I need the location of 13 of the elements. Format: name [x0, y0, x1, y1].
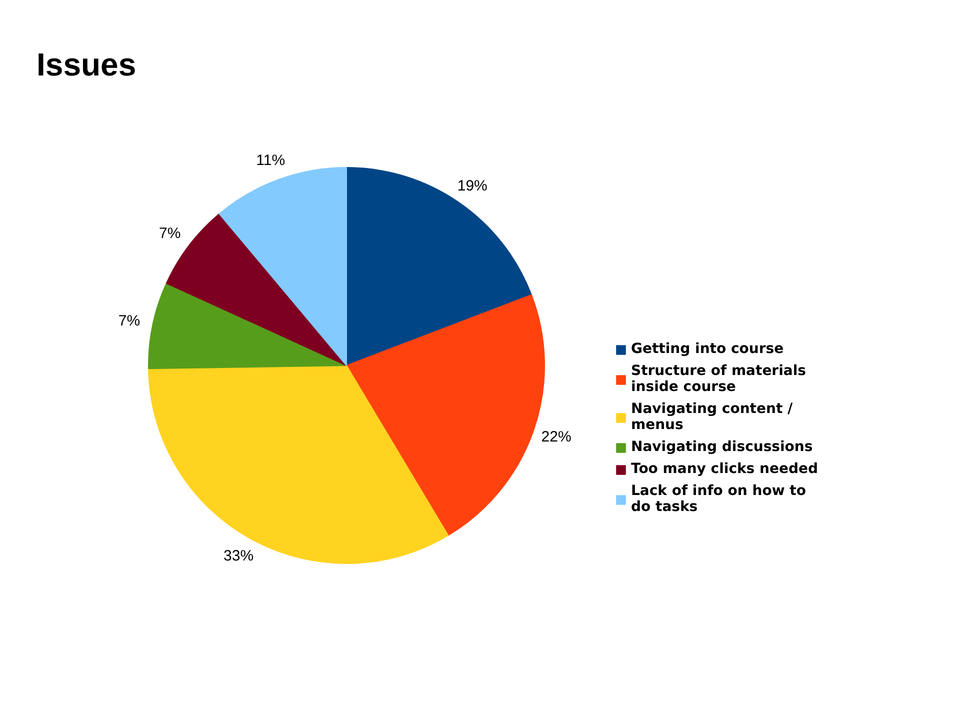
legend-label: Getting into course: [631, 341, 784, 357]
legend-label: Too many clicks needed: [631, 461, 818, 477]
legend-label: Navigating content / menus: [631, 401, 793, 433]
data-label: 7%: [118, 312, 140, 330]
data-label: 7%: [159, 224, 181, 242]
legend-label: Structure of materials inside course: [631, 363, 806, 395]
legend-label: Navigating discussions: [631, 439, 813, 455]
data-label: 19%: [457, 177, 488, 194]
data-label: 11%: [256, 152, 286, 170]
legend-label: Lack of info on how to do tasks: [631, 483, 806, 515]
data-label: 33%: [224, 548, 254, 564]
data-label: 22%: [541, 428, 572, 446]
chart-title: Issues: [36, 46, 136, 82]
